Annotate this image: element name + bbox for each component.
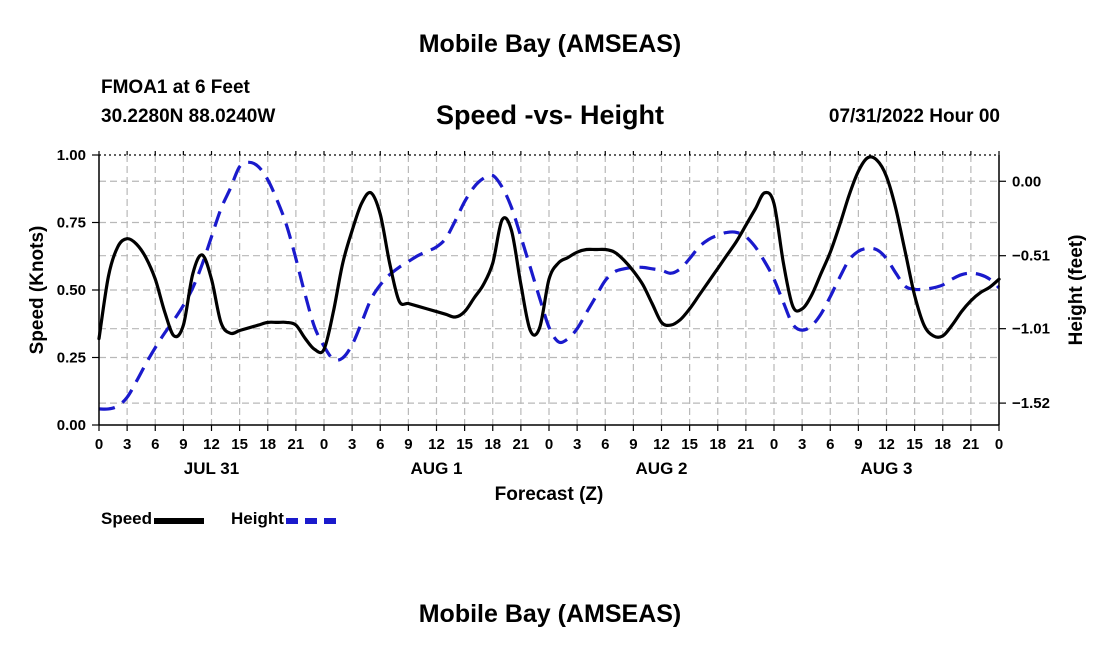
x-tick-label: 6 bbox=[376, 436, 384, 453]
legend-swatch-speed bbox=[154, 517, 205, 524]
chart-subtitle: Speed -vs- Height bbox=[435, 100, 665, 130]
legend-swatch-height bbox=[285, 517, 336, 524]
x-tick-label: 21 bbox=[738, 436, 755, 453]
x-tick-label: 3 bbox=[348, 436, 356, 453]
x-tick-label: 12 bbox=[203, 436, 220, 453]
x-tick-label: 18 bbox=[259, 436, 276, 453]
legend-item-speed: Speed bbox=[101, 509, 205, 529]
station-label: FMOA1 at 6 Feet bbox=[101, 77, 250, 98]
x-tick-label: 21 bbox=[288, 436, 305, 453]
x-tick-label: 18 bbox=[709, 436, 726, 453]
x-tick-label: 18 bbox=[484, 436, 501, 453]
y2-tick-label: −1.01 bbox=[1012, 321, 1050, 338]
y-axis-label: Speed (Knots) bbox=[27, 226, 48, 355]
x-tick-label: 18 bbox=[934, 436, 951, 453]
x-tick-label: 15 bbox=[231, 436, 248, 453]
legend-item-height: Height bbox=[231, 509, 336, 529]
forecast-datetime: 07/31/2022 Hour 00 bbox=[828, 106, 1000, 127]
legend-label-height: Height bbox=[231, 509, 284, 528]
series-layer bbox=[97, 155, 1001, 411]
day-label: JUL 31 bbox=[184, 459, 239, 478]
x-tick-label: 15 bbox=[906, 436, 923, 453]
day-label: AUG 2 bbox=[636, 459, 688, 478]
coordinates-label: 30.2280N 88.0240W bbox=[101, 106, 276, 127]
x-tick-label: 21 bbox=[513, 436, 530, 453]
day-label: AUG 1 bbox=[411, 459, 463, 478]
x-tick-label: 3 bbox=[798, 436, 806, 453]
x-tick-label: 0 bbox=[320, 436, 328, 453]
y2-tick-label: −0.51 bbox=[1012, 248, 1050, 265]
grid-lines bbox=[99, 155, 999, 425]
y-tick-label: 0.75 bbox=[57, 215, 86, 232]
x-tick-label: 3 bbox=[573, 436, 581, 453]
x-tick-label: 9 bbox=[854, 436, 862, 453]
x-tick-label: 21 bbox=[963, 436, 980, 453]
x-tick-label: 15 bbox=[456, 436, 473, 453]
x-tick-label: 12 bbox=[878, 436, 895, 453]
y-tick-label: 1.00 bbox=[57, 147, 86, 164]
x-axis-label: Forecast (Z) bbox=[495, 484, 604, 505]
x-tick-label: 0 bbox=[770, 436, 778, 453]
tick-layer: 0 3 6 9 12 15 18 21 0 3 6 9 12 15 18 21 0 3 6 9 12 15 18 21 0 3 6 9… bbox=[57, 147, 1050, 478]
x-tick-label: 6 bbox=[826, 436, 834, 453]
series-line-height bbox=[98, 160, 1001, 411]
x-tick-label: 0 bbox=[95, 436, 103, 453]
x-tick-label: 0 bbox=[995, 436, 1003, 453]
y-tick-label: 0.50 bbox=[57, 282, 86, 299]
x-tick-label: 15 bbox=[681, 436, 698, 453]
x-tick-label: 6 bbox=[601, 436, 609, 453]
x-tick-label: 3 bbox=[123, 436, 131, 453]
x-tick-label: 6 bbox=[151, 436, 159, 453]
y2-axis-label: Height (feet) bbox=[1066, 235, 1087, 346]
y-tick-label: 0.00 bbox=[57, 417, 86, 434]
x-tick-label: 12 bbox=[653, 436, 670, 453]
y2-tick-label: −1.52 bbox=[1012, 395, 1050, 412]
x-tick-label: 9 bbox=[404, 436, 412, 453]
series-line-speed bbox=[97, 155, 1001, 355]
y2-tick-label: 0.00 bbox=[1012, 173, 1041, 190]
chart-title: Mobile Bay (AMSEAS) bbox=[418, 30, 682, 58]
day-label: AUG 3 bbox=[861, 459, 913, 478]
y-tick-label: 0.25 bbox=[57, 350, 86, 367]
x-tick-label: 12 bbox=[428, 436, 445, 453]
x-tick-label: 9 bbox=[179, 436, 187, 453]
x-tick-label: 9 bbox=[629, 436, 637, 453]
legend-label-speed: Speed bbox=[101, 509, 153, 528]
chart-title-bottom: Mobile Bay (AMSEAS) bbox=[418, 600, 682, 628]
x-tick-label: 0 bbox=[545, 436, 553, 453]
